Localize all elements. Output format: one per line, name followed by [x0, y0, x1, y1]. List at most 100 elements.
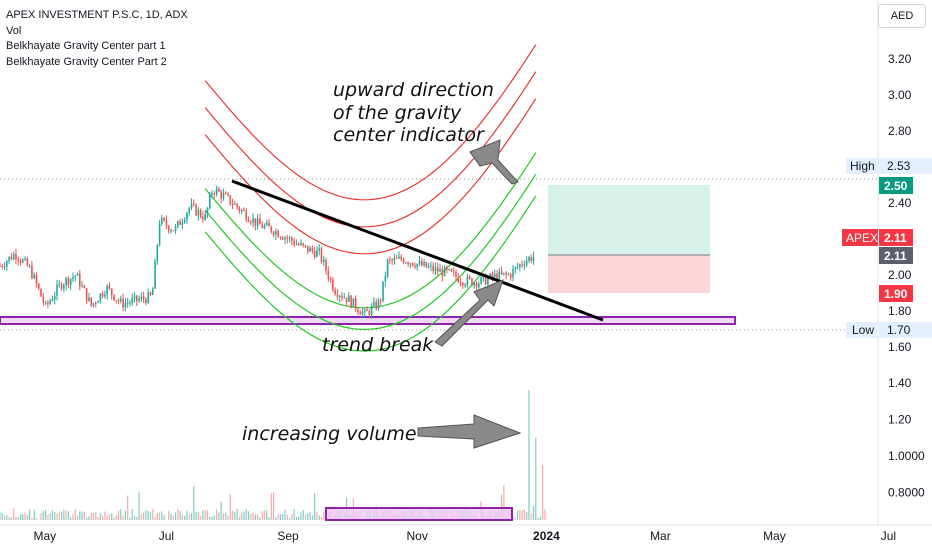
- volume-bar: [188, 514, 190, 520]
- legend-indicator-1[interactable]: Belkhayate Gravity Center part 1: [6, 40, 166, 52]
- arrow-volume: [417, 414, 522, 449]
- volume-bar: [99, 512, 101, 520]
- candle-body: [238, 207, 241, 211]
- candle-body: [256, 218, 259, 226]
- gravity-band: [204, 98, 537, 255]
- candle-body: [411, 263, 414, 266]
- candle-body: [240, 209, 243, 211]
- volume-bar: [526, 512, 528, 520]
- candle-body: [332, 279, 334, 291]
- candle-body: [265, 222, 268, 226]
- volume-bar: [320, 516, 323, 520]
- candle-body: [136, 295, 138, 301]
- gravity-band: [204, 173, 537, 331]
- candle-body: [252, 218, 254, 223]
- volume-bar: [3, 515, 6, 520]
- volume-bar: [122, 516, 124, 520]
- candle-body: [113, 294, 115, 301]
- trendline[interactable]: [231, 179, 604, 322]
- candle-body: [24, 258, 26, 260]
- candle-body: [3, 266, 6, 268]
- candle-body: [31, 265, 33, 278]
- volume-bar: [92, 512, 95, 520]
- candle-body: [434, 267, 437, 272]
- volume-bar: [177, 509, 179, 520]
- candle-body: [313, 251, 316, 257]
- candle-body: [19, 260, 22, 263]
- volume-bar: [316, 511, 318, 520]
- candle-body: [498, 271, 501, 281]
- time-axis[interactable]: May Jul Sep Nov 2024 Mar May Jul: [33, 529, 896, 543]
- candle-body: [220, 191, 222, 199]
- price-axis[interactable]: 3.20 3.00 2.80 2.40 2.00 1.80 1.60 1.40 1.20 1.00…: [888, 52, 925, 500]
- time-tick-label: Jul: [159, 529, 174, 543]
- candle-body: [193, 203, 195, 205]
- candle-body: [443, 267, 446, 277]
- volume-bar: [213, 515, 215, 520]
- volume-bar: [51, 510, 54, 520]
- candle-body: [115, 300, 118, 302]
- candle-body: [395, 258, 398, 260]
- candle-body: [133, 295, 136, 299]
- volume-bar: [120, 509, 122, 520]
- volume-bar: [76, 515, 79, 520]
- volume-bar: [95, 512, 97, 520]
- volume-bar: [29, 509, 31, 520]
- candle-body: [493, 273, 496, 278]
- volume-bar: [40, 513, 42, 520]
- high-label: High: [850, 159, 875, 173]
- volume-bar: [49, 513, 51, 520]
- candle-body: [386, 259, 389, 277]
- price-tick-label: 3.20: [888, 52, 912, 66]
- high-value-box: [879, 158, 932, 174]
- candle-body: [389, 259, 391, 261]
- legend-symbol[interactable]: APEX INVESTMENT P.S.C, 1D, ADX: [6, 9, 188, 21]
- volume-bar: [0, 511, 1, 520]
- volume-bar: [63, 509, 65, 520]
- candle-body: [300, 243, 302, 245]
- legend-indicator-2[interactable]: Belkhayate Gravity Center Part 2: [6, 55, 167, 68]
- candle-body: [398, 256, 400, 259]
- price-tick-label: 1.20: [888, 413, 912, 427]
- candle-body: [373, 301, 375, 307]
- volume-bar: [247, 511, 250, 520]
- volume-bar: [519, 509, 521, 520]
- volume-bar: [503, 485, 505, 520]
- volume-bar: [304, 514, 307, 520]
- chart-legend: APEX INVESTMENT P.S.C, 1D, ADX Vol Belkh…: [6, 8, 188, 70]
- volume-bar: [56, 513, 58, 520]
- low-value: 1.70: [887, 323, 911, 337]
- volume-bars: [0, 390, 546, 520]
- candle-body: [60, 283, 63, 289]
- legend-volume[interactable]: Vol: [6, 24, 22, 37]
- candle-body: [247, 219, 250, 222]
- candle-body: [177, 220, 179, 227]
- price-tick-label: 1.60: [888, 340, 912, 354]
- volume-bar: [300, 512, 302, 520]
- volume-bar: [209, 516, 211, 520]
- candle-body: [188, 207, 191, 213]
- candle-body: [47, 302, 49, 304]
- candle-body: [56, 284, 58, 296]
- candle-body: [0, 266, 1, 267]
- volume-bar: [149, 511, 152, 520]
- candle-body: [17, 259, 20, 261]
- candle-body: [525, 260, 528, 265]
- volume-bar: [136, 516, 138, 520]
- arrow-trend-break: [434, 279, 504, 347]
- candle-body: [120, 298, 122, 302]
- candle-body: [421, 261, 423, 266]
- candle-body: [512, 269, 514, 278]
- candle-body: [343, 297, 346, 299]
- candle-body: [42, 296, 45, 303]
- currency-button[interactable]: AED: [878, 4, 926, 28]
- candle-body: [181, 222, 184, 225]
- candle-body: [231, 204, 234, 206]
- candle-body: [35, 274, 38, 284]
- candle-body: [213, 193, 216, 195]
- volume-bar: [229, 494, 231, 520]
- volume-bar: [138, 492, 140, 520]
- volume-bar: [197, 512, 199, 520]
- volume-bar: [236, 509, 238, 520]
